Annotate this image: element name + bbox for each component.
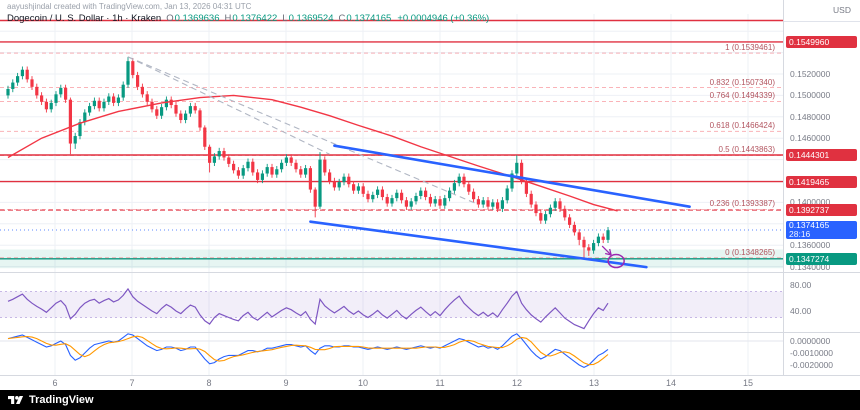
badge-price: 0.1347274	[789, 253, 830, 264]
rsi-tick-label: 40.00	[790, 306, 812, 316]
time-tick-label: 11	[435, 378, 445, 388]
price-tick-label: 0.1500000	[790, 90, 831, 101]
tradingview-brand: TradingView	[29, 394, 94, 406]
rsi-band	[0, 291, 783, 318]
macd-line	[7, 333, 609, 369]
rsi-line	[7, 287, 609, 330]
price-badge: 0.1444301	[786, 148, 857, 161]
badge-price: 0.1392737	[789, 205, 830, 216]
ohlc-label: C	[338, 13, 346, 24]
badge-price: 0.1419465	[789, 176, 830, 187]
time-tick-label: 9	[283, 378, 289, 388]
time-tick-label: 7	[129, 378, 135, 388]
time-tick-label: 12	[511, 378, 522, 388]
symbol-info-row: Dogecoin / U. S. Dollar · 1h · Kraken O0.…	[7, 13, 489, 24]
time-tick-label: 14	[665, 378, 676, 388]
ohlc-label: L	[282, 13, 288, 24]
macd-tick-label: -0.0010000	[790, 348, 834, 358]
channel-upper	[333, 144, 691, 208]
time-tick-label: 8	[206, 378, 212, 388]
time-tick-label: 6	[52, 378, 58, 388]
ohlc-value: 0.1376422	[232, 13, 278, 24]
ohlc-label: O	[166, 13, 174, 24]
price-pane-canvas[interactable]	[0, 0, 783, 272]
ohlc-value: 0.1369636	[174, 13, 220, 24]
macd-tick-label: -0.0020000	[790, 360, 834, 370]
arrow-annotation	[601, 245, 612, 256]
price-tick-label: 0.1400000	[790, 197, 831, 208]
time-tick-label: 10	[357, 378, 368, 388]
pane-separator[interactable]	[0, 332, 860, 333]
macd-tick-label: 0.0000000	[790, 336, 831, 346]
attribution-text: aayushjindal created with TradingView.co…	[7, 2, 252, 11]
circle-annotation	[607, 253, 625, 269]
time-tick-label: 13	[588, 378, 599, 388]
ma-line	[7, 94, 618, 212]
macd-pane-canvas[interactable]	[0, 332, 783, 375]
price-tick-label: 0.1360000	[790, 240, 831, 251]
ohlc-value: 0.1374165	[346, 13, 392, 24]
ohlc-value: 0.1369524	[288, 13, 334, 24]
ohlc-label: H	[224, 13, 232, 24]
price-badge: 0.1419465	[786, 175, 857, 188]
price-badge: 0.1549960	[786, 35, 857, 48]
badge-price: 0.1444301	[789, 149, 830, 160]
badge-price: 0.1549960	[789, 36, 830, 47]
channel-lower	[309, 220, 648, 269]
price-badge: 0.1392737	[786, 204, 857, 217]
price-tick-label: 0.1460000	[790, 133, 831, 144]
rsi-tick-label: 80.00	[790, 280, 812, 290]
rsi-pane-canvas[interactable]	[0, 272, 783, 332]
candlestick-series	[6, 56, 610, 259]
chart-pane[interactable]: 1 (0.1539461) 0.832 (0.1507340) 0.764 (0.1…	[0, 0, 783, 375]
price-tick-label: 0.1520000	[790, 69, 831, 79]
price-axis[interactable]: USD 0.1520000 0.1500000 0.1480000 0.1460000…	[783, 0, 860, 375]
macd-signal-line	[7, 335, 609, 366]
price-tick-label: 0.1480000	[790, 111, 831, 122]
tradingview-logo-icon	[8, 395, 24, 404]
time-axis[interactable]: 6 7 8 9 10 11 12 13 14 15	[0, 375, 860, 390]
badge-price: 0.1374165	[789, 220, 830, 231]
footer-bar: TradingView	[0, 390, 860, 410]
price-tick-label: 0.1340000	[790, 261, 831, 272]
time-tick-label: 15	[742, 378, 753, 388]
price-axis-currency: USD	[784, 0, 860, 22]
price-badge: 0.1374165 28:16	[786, 220, 857, 240]
trendline-dashed	[127, 56, 479, 206]
trendline-dashed	[127, 56, 330, 155]
tradingview-logo-link[interactable]: TradingView	[8, 394, 94, 407]
ohlc-values: O0.1369636 H0.1376422 L0.1369524 C0.1374165…	[161, 13, 489, 24]
pane-separator[interactable]	[0, 272, 860, 273]
symbol-title: Dogecoin / U. S. Dollar · 1h · Kraken	[7, 13, 162, 24]
price-badge: 0.1347274	[786, 252, 857, 265]
price-change: +0.0004946 (+0.36%)	[397, 13, 490, 24]
badge-countdown: 28:16	[789, 229, 811, 240]
